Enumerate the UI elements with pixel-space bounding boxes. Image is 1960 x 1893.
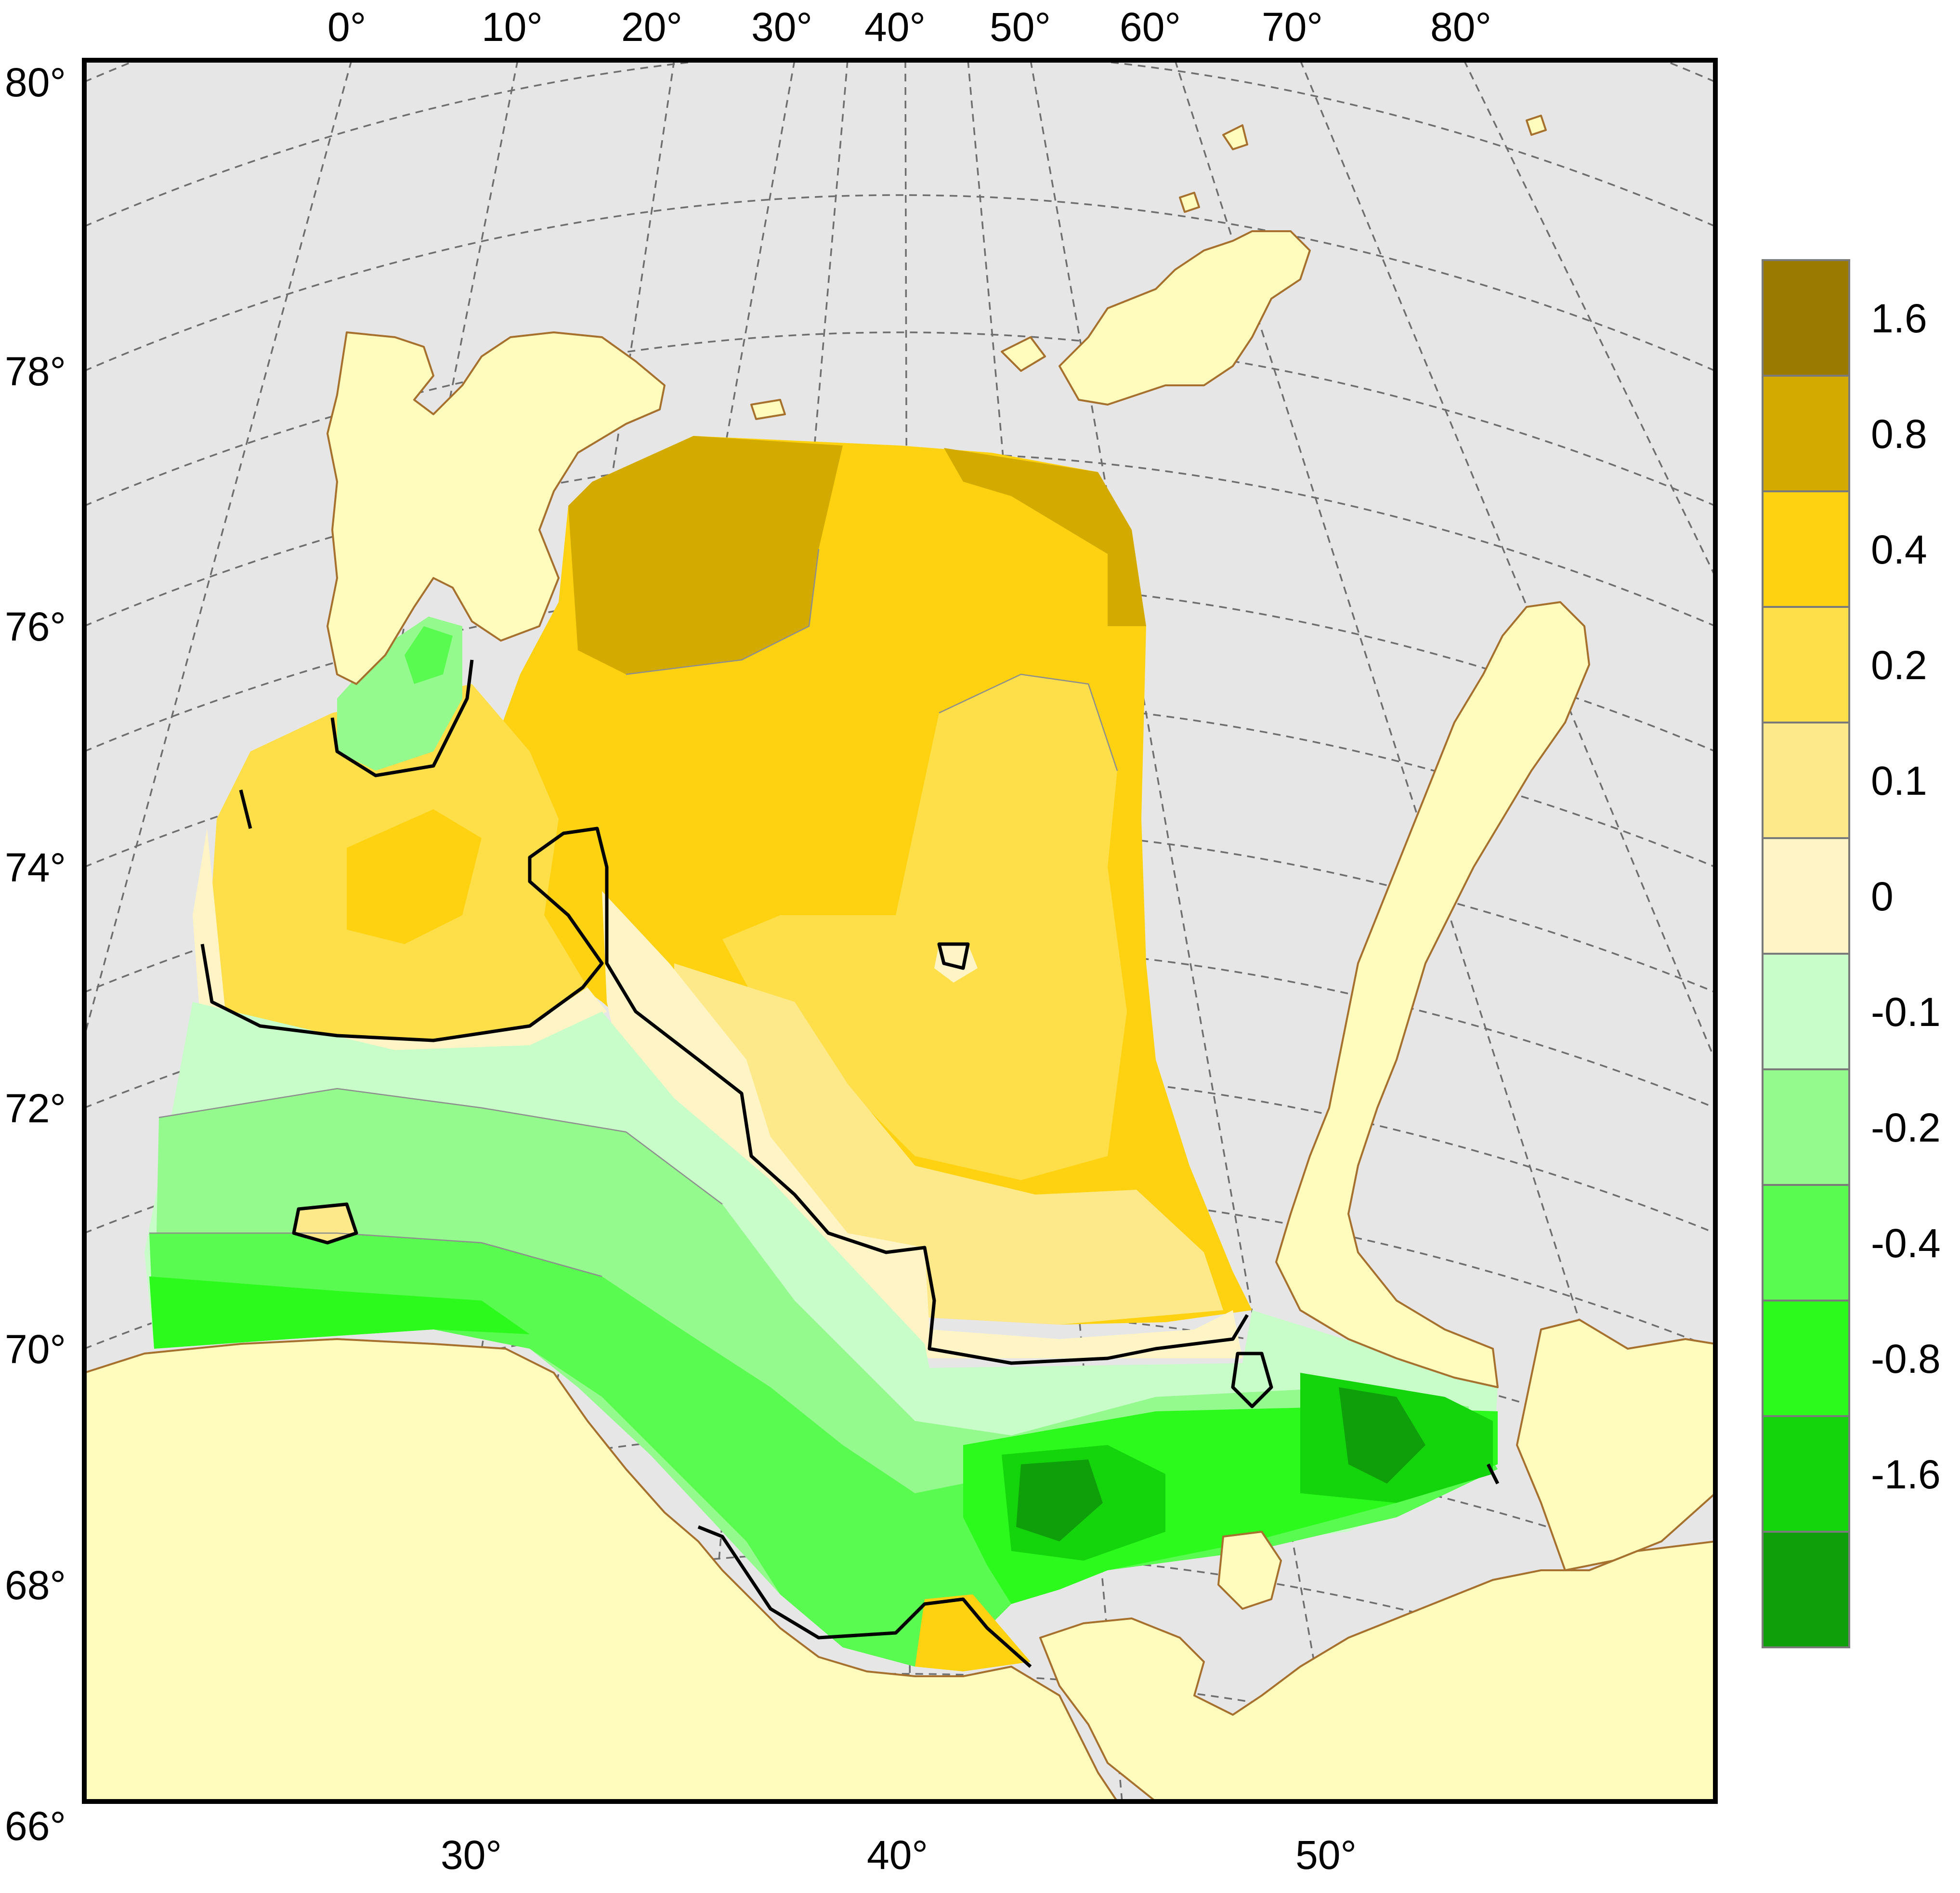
top-lon-labels: 0° 10° 20° 30° 40° 50° 60° 70° 80° — [327, 4, 1491, 50]
top-lon-label: 80° — [1430, 4, 1491, 50]
top-lon-label: 10° — [482, 4, 543, 50]
colorbar-label: 0.8 — [1871, 411, 1927, 457]
left-lat-label: 78° — [5, 349, 66, 394]
left-lat-label: 80° — [5, 60, 66, 105]
top-lon-label: 30° — [751, 4, 812, 50]
colorbar-label: -0.1 — [1871, 989, 1941, 1035]
left-lat-label: 74° — [5, 845, 66, 890]
left-lat-label: 76° — [5, 604, 66, 649]
bottom-lon-label: 40° — [867, 1832, 928, 1878]
colorbar-swatch — [1763, 376, 1849, 491]
colorbar: 1.6 0.8 0.4 0.2 0.1 0 -0.1 -0.2 -0.4 -0.8 -1.6 — [1763, 260, 1941, 1647]
colorbar-swatch — [1763, 1416, 1849, 1532]
colorbar-label: -1.6 — [1871, 1452, 1941, 1497]
colorbar-swatch — [1763, 954, 1849, 1069]
bottom-lon-label: 50° — [1295, 1832, 1357, 1878]
colorbar-label: 0 — [1871, 874, 1894, 919]
colorbar-label: -0.2 — [1871, 1105, 1941, 1150]
franz-josef-island-e — [1180, 193, 1199, 212]
top-lon-label: 70° — [1262, 4, 1323, 50]
colorbar-label: -0.8 — [1871, 1336, 1941, 1381]
colorbar-swatch — [1763, 491, 1849, 607]
colorbar-swatch — [1763, 1301, 1849, 1416]
map-panel — [0, 0, 1960, 1826]
top-lon-label: 40° — [864, 4, 926, 50]
colorbar-swatch — [1763, 1185, 1849, 1301]
colorbar-label: -0.4 — [1871, 1221, 1941, 1266]
left-lat-label: 72° — [5, 1086, 66, 1131]
bottom-lon-labels: 30° 40° 50° — [441, 1832, 1357, 1878]
left-lat-label: 66° — [5, 1803, 66, 1849]
colorbar-label: 0.2 — [1871, 643, 1927, 688]
top-lon-label: 20° — [621, 4, 682, 50]
colorbar-label: 1.6 — [1871, 296, 1927, 341]
franz-josef-island-d — [1527, 116, 1546, 135]
colorbar-label: 0.1 — [1871, 758, 1927, 803]
colorbar-swatch — [1763, 1532, 1849, 1647]
left-lat-labels: 80° 78° 76° 74° 72° 70° 68° 66° — [5, 60, 66, 1849]
left-lat-label: 70° — [5, 1327, 66, 1372]
bottom-lon-label: 30° — [441, 1832, 502, 1878]
top-lon-label: 0° — [327, 4, 366, 50]
colorbar-swatch — [1763, 723, 1849, 838]
top-lon-label: 60° — [1120, 4, 1181, 50]
colorbar-label: 0.4 — [1871, 527, 1927, 572]
colorbar-swatch — [1763, 838, 1849, 954]
colorbar-swatch — [1763, 1069, 1849, 1185]
colorbar-swatch — [1763, 607, 1849, 723]
left-lat-label: 68° — [5, 1563, 66, 1608]
colorbar-swatch — [1763, 260, 1849, 376]
top-lon-label: 50° — [990, 4, 1051, 50]
